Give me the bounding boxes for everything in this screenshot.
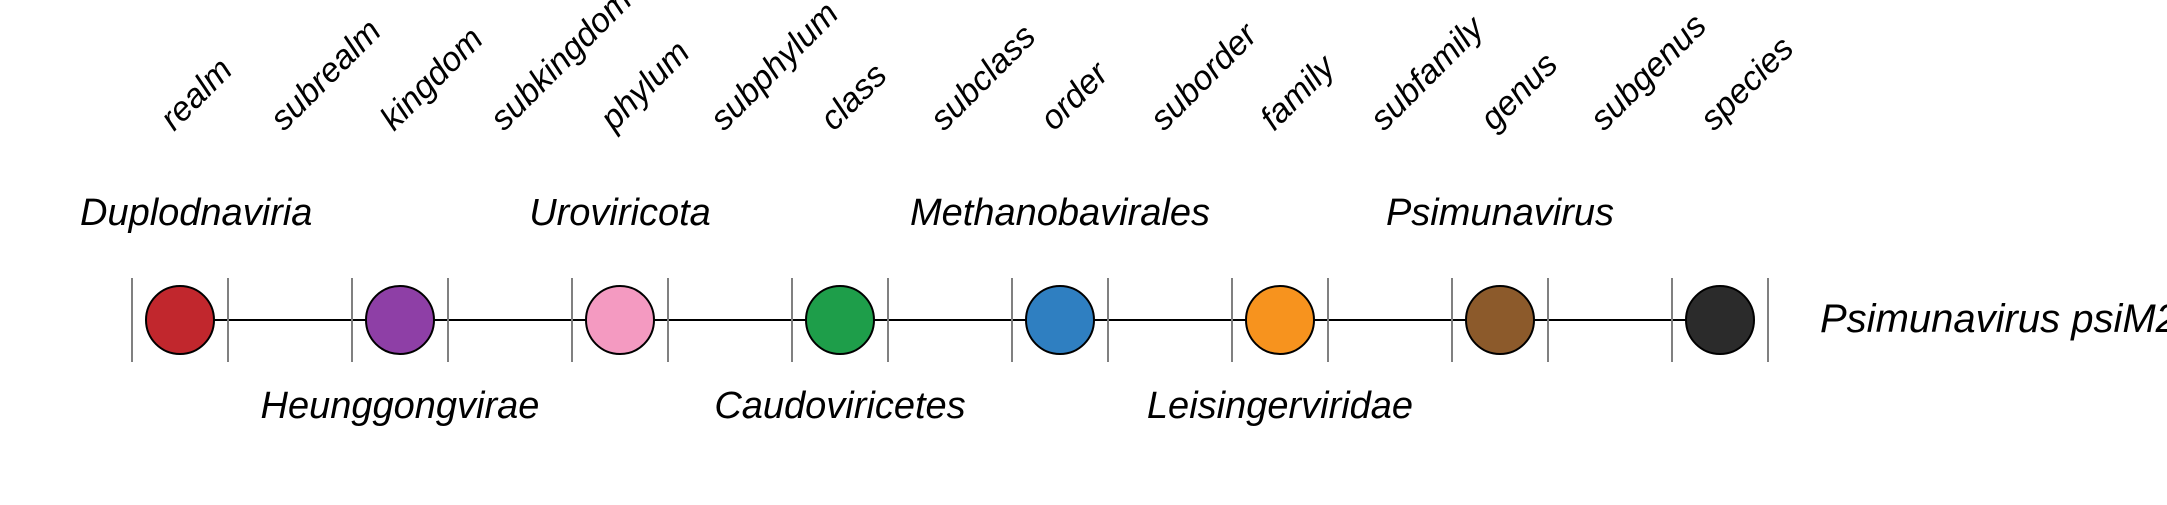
rank-node-kingdom xyxy=(366,286,434,354)
rank-label-genus: genus xyxy=(1473,45,1565,137)
taxon-label: Heunggongvirae xyxy=(261,385,540,427)
rank-label-order: order xyxy=(1033,53,1117,137)
taxon-label: Leisingerviridae xyxy=(1147,385,1413,427)
rank-node-class xyxy=(806,286,874,354)
species-full-name: Psimunavirus psiM2 xyxy=(1820,297,2167,341)
taxon-label: Methanobavirales xyxy=(910,192,1210,234)
rank-node-order xyxy=(1026,286,1094,354)
rank-node-genus xyxy=(1466,286,1534,354)
rank-node-family xyxy=(1246,286,1314,354)
rank-label-subgenus: subgenus xyxy=(1583,7,1714,138)
taxon-label: Caudoviricetes xyxy=(714,385,965,427)
taxon-label: Uroviricota xyxy=(529,192,711,234)
rank-node-realm xyxy=(146,286,214,354)
rank-label-realm: realm xyxy=(153,51,240,138)
rank-label-phylum: phylum xyxy=(592,33,697,138)
rank-label-subrealm: subrealm xyxy=(263,12,389,138)
rank-labels-group: realmsubrealmkingdomsubkingdomphylumsubp… xyxy=(153,0,1801,138)
rank-label-class: class xyxy=(813,56,895,138)
rank-node-species xyxy=(1686,286,1754,354)
taxon-label: Duplodnaviria xyxy=(80,192,312,234)
rank-label-species: species xyxy=(1693,29,1801,137)
taxonomy-diagram: realmsubrealmkingdomsubkingdomphylumsubp… xyxy=(0,0,2167,505)
taxon-label: Psimunavirus xyxy=(1386,192,1614,234)
rank-label-suborder: suborder xyxy=(1143,15,1266,138)
rank-label-subfamily: subfamily xyxy=(1363,8,1493,138)
rank-node-phylum xyxy=(586,286,654,354)
rank-label-subclass: subclass xyxy=(923,17,1043,137)
rank-label-kingdom: kingdom xyxy=(373,20,491,138)
rank-label-family: family xyxy=(1253,47,1344,138)
